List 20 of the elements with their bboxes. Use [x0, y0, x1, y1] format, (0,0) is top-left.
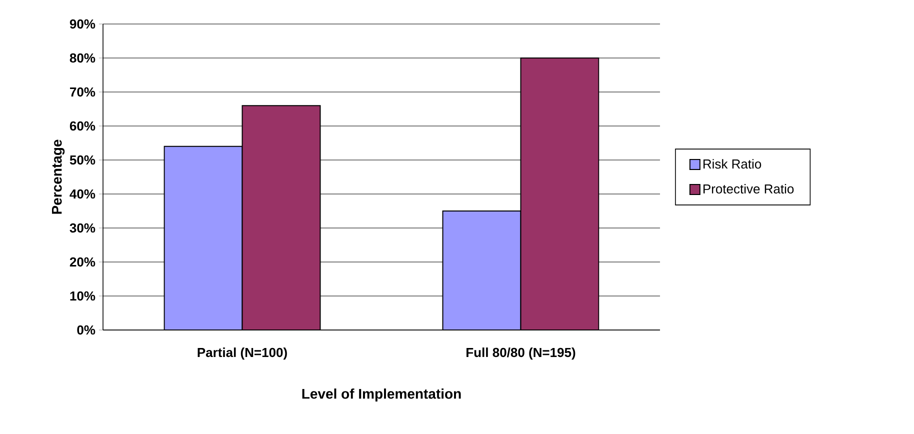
bar: [520, 58, 600, 330]
x-tick-label: Full 80/80 (N=195): [466, 348, 576, 360]
x-tick-label: Partial (N=100): [198, 348, 287, 360]
x-axis-title: Level of Implementation: [302, 388, 461, 402]
bar: [242, 105, 321, 330]
bar: [442, 210, 522, 330]
y-tick-label: 10%: [70, 291, 96, 301]
y-tick-label: 20%: [70, 257, 96, 267]
y-tick-label: 50%: [70, 155, 96, 165]
y-axis-title: Percentage: [52, 140, 65, 214]
y-tick-label: 0%: [77, 325, 96, 335]
legend-label: Protective Ratio: [703, 184, 794, 194]
legend-label: Risk Ratio: [703, 159, 762, 169]
y-tick-label: 40%: [70, 189, 96, 199]
y-tick-label: 60%: [70, 121, 96, 131]
y-tick-label: 30%: [70, 223, 96, 233]
y-tick-label: 90%: [70, 19, 96, 29]
bar: [164, 146, 243, 330]
y-tick-label: 80%: [70, 53, 96, 63]
y-tick-label: 70%: [70, 87, 96, 97]
